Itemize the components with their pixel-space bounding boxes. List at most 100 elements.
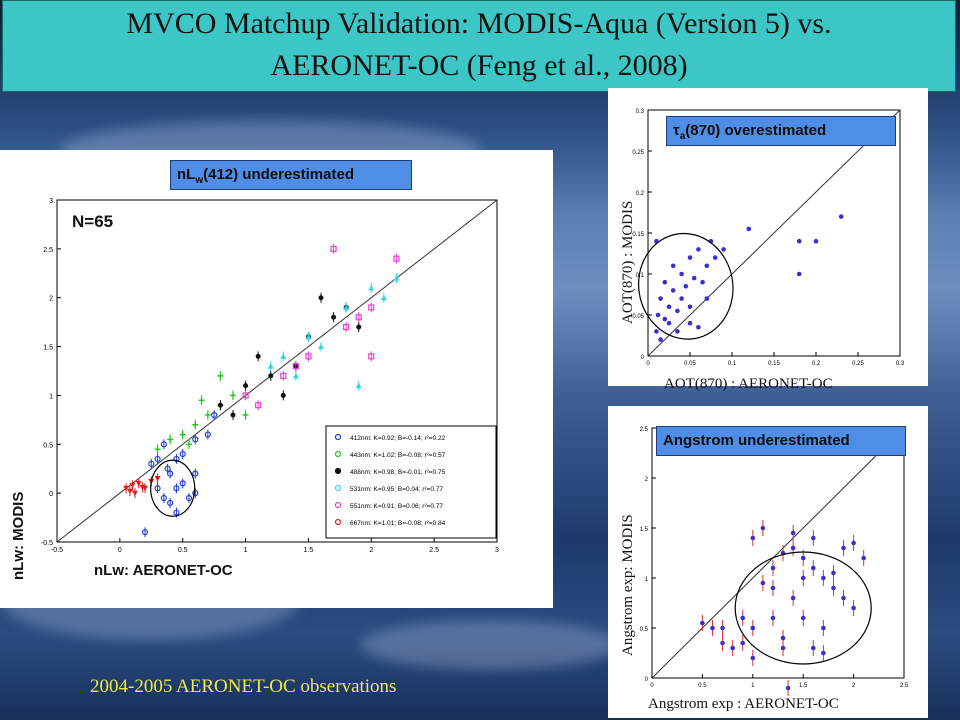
title-line-2: AERONET-OC (Feng et al., 2008): [270, 49, 688, 82]
main-point-531nm: [305, 333, 312, 340]
aot-y-tick-label: 0.25: [632, 150, 644, 156]
aot-point: [813, 238, 819, 244]
angstrom-point: [831, 570, 836, 576]
main-x-tick-label: 2: [369, 547, 373, 554]
angstrom-point: [841, 595, 846, 601]
main-point-443nm: [230, 392, 236, 399]
main-point-531nm: [368, 284, 375, 291]
main-point-667nm: [123, 485, 130, 492]
aot-point: [655, 312, 661, 318]
aot-point: [658, 296, 663, 301]
main-point-551nm: [393, 255, 400, 262]
angstrom-point: [831, 585, 836, 591]
angstrom-callout: Angstrom underestimated: [656, 426, 906, 456]
angstrom-y-tick-label: 2: [645, 477, 649, 483]
main-point-443nm: [179, 431, 186, 438]
angstrom-point: [770, 565, 776, 571]
aot-point: [683, 284, 689, 289]
angstrom-x-axis-label: Angstrom exp : AERONET-OC: [648, 696, 839, 712]
main-point-531nm: [267, 363, 274, 369]
main-point-531nm: [355, 382, 362, 389]
angstrom-point: [740, 640, 746, 646]
aot-x-tick-label: 0.3: [896, 361, 905, 367]
legend-marker: [334, 450, 342, 458]
main-point-412nm: [141, 529, 149, 536]
main-point-412nm: [154, 485, 161, 492]
aot-point: [704, 263, 710, 269]
main-point-443nm: [167, 436, 174, 443]
main-point-488nm: [331, 314, 337, 320]
main-x-axis-label: nLw: AERONET-OC: [94, 562, 233, 579]
main-y-tick-label: -0.5: [41, 540, 53, 547]
main-point-488nm: [230, 412, 236, 418]
aot-point: [796, 238, 802, 244]
aot-y-tick-label: 0.3: [636, 109, 645, 115]
main-point-488nm: [243, 383, 249, 389]
angstrom-y-axis-label: Angstrom exp: MODIS: [620, 514, 636, 656]
angstrom-point: [740, 615, 746, 621]
aot-point: [687, 320, 693, 326]
main-point-531nm: [343, 304, 350, 310]
aot-x-axis-label: AOT(870) : AERONET-OC: [664, 376, 833, 392]
aot-y-tick-label: 0.05: [632, 314, 644, 320]
main-point-412nm: [148, 460, 155, 467]
main-point-443nm: [217, 372, 224, 379]
legend-marker: [334, 484, 342, 492]
main-point-551nm: [330, 245, 337, 252]
aot-point: [658, 337, 663, 342]
main-point-667nm: [154, 475, 161, 482]
angstrom-one-to-one-line: [651, 427, 905, 679]
observation-period-note: 2004-2005 AERONET-OC observations: [90, 676, 397, 697]
main-point-412nm: [173, 509, 180, 516]
angstrom-point: [760, 525, 766, 531]
main-highlight-ellipse: [150, 459, 196, 517]
main-point-412nm: [192, 436, 199, 443]
main-point-412nm: [192, 490, 199, 497]
legend-entry: 667nm: K=1.01; B=-0.08; r²=0.84: [350, 520, 446, 527]
legend-marker: [334, 501, 342, 509]
main-x-tick-label: 0: [118, 547, 122, 554]
angstrom-y-tick-label: 1.5: [640, 527, 649, 533]
main-point-412nm: [167, 470, 174, 477]
main-y-tick-label: 0: [49, 491, 53, 498]
angstrom-point: [750, 535, 756, 541]
angstrom-point: [841, 545, 846, 551]
legend-marker: [334, 467, 342, 475]
angstrom-point: [790, 595, 796, 601]
aot-one-to-one-line: [647, 109, 901, 357]
aot-point: [696, 325, 701, 330]
angstrom-chart-panel: 0 0.5 1 1.5 2 2.5 0 0.5 1 1.5 2 2.5 Angstrom undere…: [608, 406, 928, 718]
main-point-531nm: [393, 275, 400, 281]
angstrom-point: [710, 625, 715, 631]
angstrom-point: [800, 575, 806, 581]
angstrom-point: [800, 615, 806, 621]
angstrom-point: [750, 625, 756, 631]
angstrom-point: [851, 605, 856, 611]
angstrom-point: [800, 555, 806, 561]
main-callout: nLw(412) underestimated: [170, 160, 412, 190]
main-point-412nm: [173, 485, 180, 492]
main-point-412nm: [173, 455, 180, 463]
main-y-tick-label: 1.5: [43, 345, 53, 352]
angstrom-point: [785, 685, 791, 691]
angstrom-highlight-ellipse: [734, 551, 872, 665]
main-y-tick-label: 0.5: [43, 442, 53, 449]
legend-entry: 412nm: K=0.92; B=-0.14; r²=0.22: [350, 435, 446, 442]
aot-point: [796, 271, 802, 277]
aot-point: [670, 288, 676, 293]
legend-entry: 443nm: K=1.02; B=-0.08; r²=0.57: [350, 452, 446, 459]
aot-point: [691, 275, 697, 281]
aot-scatter-plot: 0 0.05 0.1 0.15 0.2 0.25 0.3 0 0.05 0.1 0.15 0.2 0.2…: [632, 109, 905, 367]
main-x-tick-label: 1: [244, 547, 248, 554]
slide-title: MVCO Matchup Validation: MODIS-Aqua (Ver…: [2, 0, 956, 92]
main-point-667nm: [129, 482, 136, 489]
main-one-to-one-line: [56, 199, 498, 543]
legend-marker: [334, 433, 342, 441]
main-chart-panel: -0.5 0 0.5 1 1.5 2 2.5 3 -0.5 0 0.5 1 1.5 2 2.5 3 412nm:…: [0, 150, 553, 608]
main-x-tick-label: 3: [495, 547, 499, 554]
aot-point: [687, 304, 693, 310]
main-point-443nm: [198, 397, 205, 404]
main-point-443nm: [204, 411, 211, 418]
main-point-551nm: [255, 402, 262, 409]
background-cloud: [360, 620, 620, 670]
